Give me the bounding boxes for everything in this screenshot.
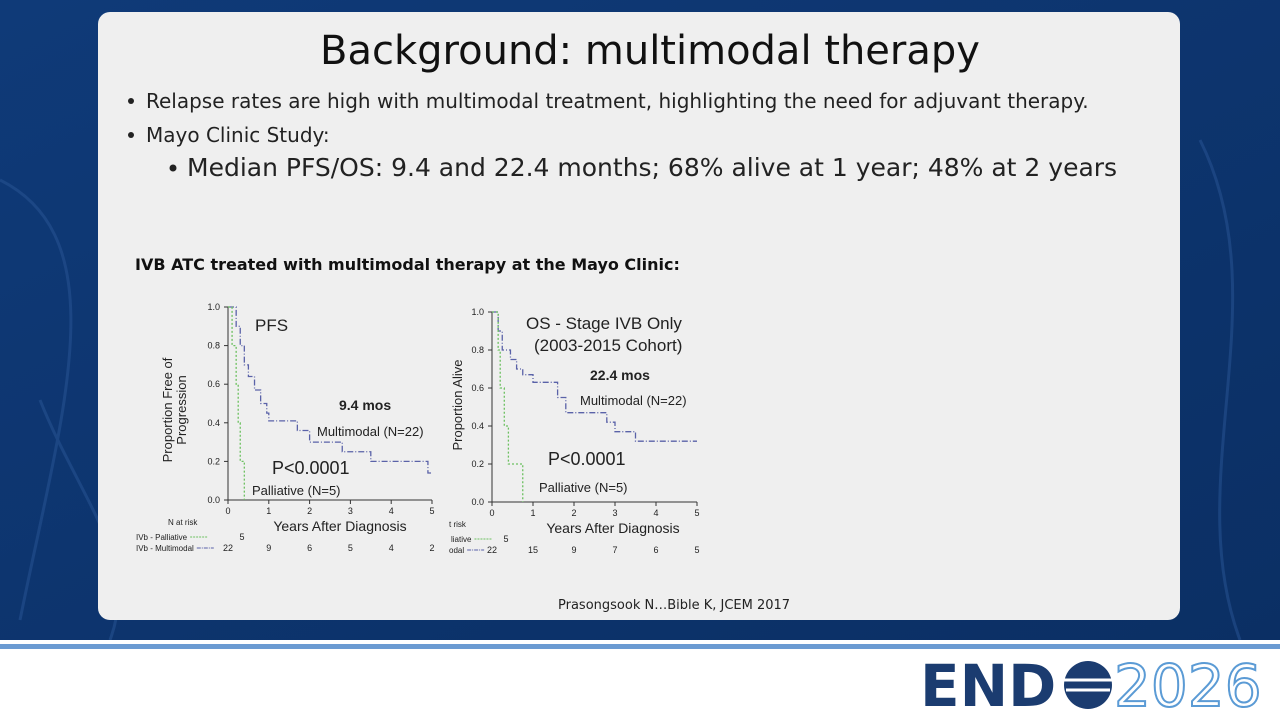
km-curve [228, 306, 432, 474]
risk-value: 15 [528, 545, 538, 555]
risk-value: 5 [239, 532, 244, 542]
risk-table-header: t risk [449, 520, 467, 529]
y-axis-label: Progression [174, 375, 189, 444]
risk-value: 9 [571, 545, 576, 555]
risk-row-label: odal [449, 546, 464, 555]
risk-value: 5 [694, 545, 699, 555]
x-tick-label: 5 [429, 506, 434, 516]
figure-caption: IVB ATC treated with multimodal therapy … [135, 255, 680, 274]
x-tick-label: 3 [612, 508, 617, 518]
annotation: 22.4 mos [590, 367, 650, 383]
citation: Prasongsook N…Bible K, JCEM 2017 [558, 598, 790, 613]
chart-title: PFS [255, 316, 288, 335]
annotation: P<0.0001 [548, 449, 626, 469]
y-axis-label: Proportion Free of [160, 357, 175, 462]
y-tick-label: 0.0 [471, 497, 484, 507]
annotation: Palliative (N=5) [252, 483, 341, 498]
x-tick-label: 2 [571, 508, 576, 518]
y-axis-label: Proportion Alive [450, 359, 465, 450]
logo-stripes [1064, 678, 1112, 692]
risk-value: 6 [307, 543, 312, 553]
risk-value: 5 [503, 534, 508, 544]
risk-value: 6 [653, 545, 658, 555]
x-axis-label: Years After Diagnosis [273, 518, 406, 534]
x-tick-label: 4 [653, 508, 658, 518]
risk-row-label: IVb - Palliative [136, 533, 188, 542]
y-tick-label: 1.0 [471, 307, 484, 317]
risk-value: 22 [487, 545, 497, 555]
risk-value: 9 [266, 543, 271, 553]
bullet-dot [128, 98, 134, 104]
y-tick-label: 0.8 [207, 341, 220, 351]
x-tick-label: 0 [225, 506, 230, 516]
risk-value: 5 [348, 543, 353, 553]
y-tick-label: 0.8 [471, 345, 484, 355]
y-tick-label: 0.4 [207, 418, 220, 428]
logo: END 2026 [920, 651, 1263, 720]
y-tick-label: 0.4 [471, 421, 484, 431]
figure: 0.0 0.2 0.4 0.6 0.8 1.0 0 1 2 3 4 5 PFS Proportion Fr… [136, 302, 700, 555]
chart-subtitle: (2003-2015 Cohort) [534, 336, 682, 355]
bullet-dot [128, 132, 134, 138]
bullet: Relapse rates are high with multimodal t… [146, 89, 1089, 113]
annotation: Multimodal (N=22) [317, 424, 424, 439]
logo-year: 2026 [1114, 652, 1262, 720]
x-tick-label: 0 [489, 508, 494, 518]
risk-value: 4 [389, 543, 394, 553]
bullet-dot [169, 164, 177, 172]
km-curve [228, 306, 245, 500]
y-tick-label: 0.0 [207, 495, 220, 505]
annotation: Palliative (N=5) [539, 480, 628, 495]
x-axis-label: Years After Diagnosis [546, 520, 679, 536]
km-curve [492, 311, 524, 502]
x-tick-label: 1 [530, 508, 535, 518]
risk-row-label: IVb - Multimodal [136, 544, 194, 553]
logo-globe [1064, 661, 1112, 709]
y-tick-label: 1.0 [207, 302, 220, 312]
x-tick-label: 5 [694, 508, 699, 518]
y-tick-label: 0.6 [207, 379, 220, 389]
x-tick-label: 1 [266, 506, 271, 516]
x-tick-label: 3 [348, 506, 353, 516]
risk-row-label: liative [451, 535, 472, 544]
annotation: Multimodal (N=22) [580, 393, 687, 408]
risk-value: 2 [429, 543, 434, 553]
risk-table-header: N at risk [168, 518, 198, 527]
slide-title: Background: multimodal therapy [320, 28, 980, 74]
bullet: Mayo Clinic Study: [146, 123, 330, 147]
y-tick-label: 0.2 [471, 459, 484, 469]
y-tick-label: 0.6 [471, 383, 484, 393]
content-card [98, 12, 1180, 620]
chart-title: OS - Stage IVB Only [526, 314, 682, 333]
km-curve [492, 311, 697, 442]
logo-text: END [920, 652, 1056, 720]
x-tick-label: 4 [389, 506, 394, 516]
sub-bullet: Median PFS/OS: 9.4 and 22.4 months; 68% … [187, 153, 1117, 182]
x-tick-label: 2 [307, 506, 312, 516]
footer-rule [0, 644, 1280, 649]
y-tick-label: 0.2 [207, 456, 220, 466]
risk-value: 7 [612, 545, 617, 555]
annotation: P<0.0001 [272, 458, 350, 478]
annotation: 9.4 mos [339, 397, 391, 413]
risk-value: 22 [223, 543, 233, 553]
